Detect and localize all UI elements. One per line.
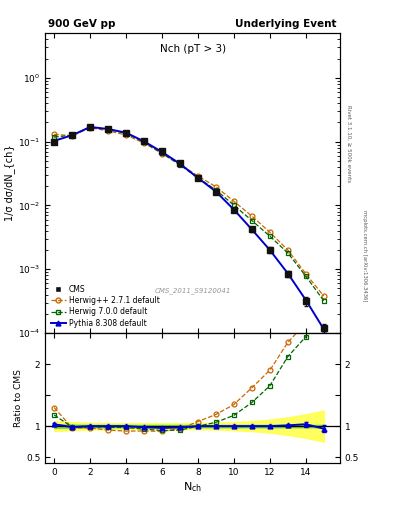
Text: Rivet 3.1.10, ≥ 500k events: Rivet 3.1.10, ≥ 500k events: [347, 105, 352, 182]
Text: 900 GeV pp: 900 GeV pp: [48, 19, 116, 29]
Y-axis label: 1/σ dσ/dN_{ch}: 1/σ dσ/dN_{ch}: [4, 145, 15, 222]
Text: mcplots.cern.ch [arXiv:1306.3436]: mcplots.cern.ch [arXiv:1306.3436]: [362, 210, 367, 302]
Text: CMS_2011_S9120041: CMS_2011_S9120041: [154, 287, 231, 294]
X-axis label: $\mathregular{N_{ch}}$: $\mathregular{N_{ch}}$: [183, 480, 202, 494]
Legend: CMS, Herwig++ 2.7.1 default, Herwig 7.0.0 default, Pythia 8.308 default: CMS, Herwig++ 2.7.1 default, Herwig 7.0.…: [49, 283, 161, 329]
Y-axis label: Ratio to CMS: Ratio to CMS: [14, 369, 23, 427]
Text: Underlying Event: Underlying Event: [235, 19, 337, 29]
Text: Nch (pT > 3): Nch (pT > 3): [160, 44, 226, 54]
